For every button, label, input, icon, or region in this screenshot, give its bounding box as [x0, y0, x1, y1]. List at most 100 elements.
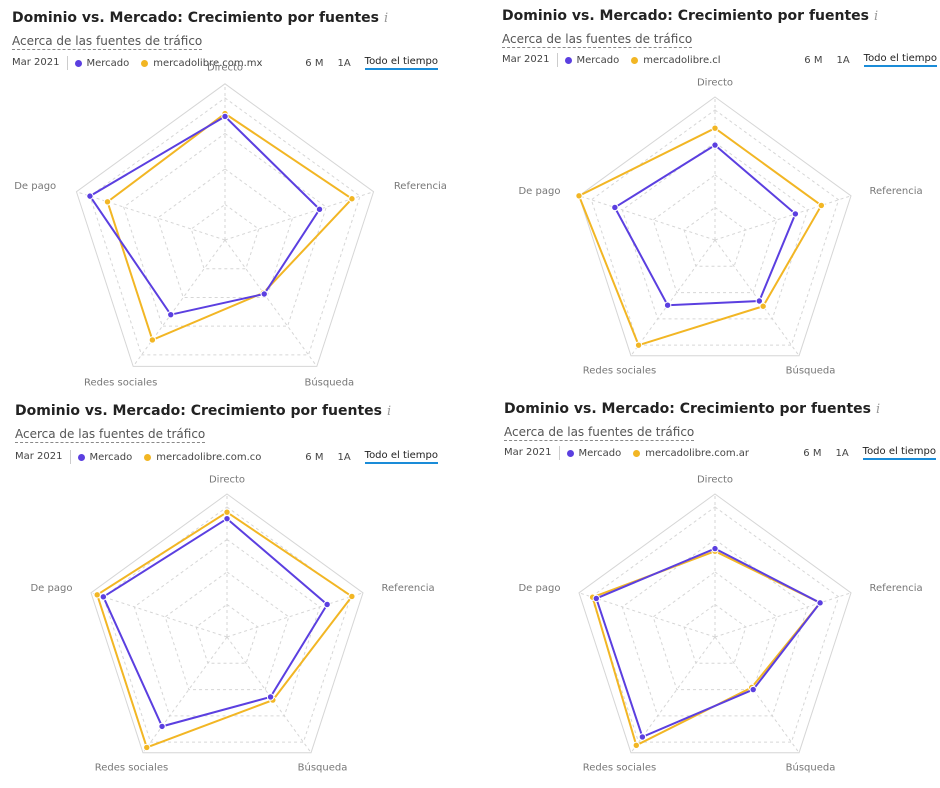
range-1a[interactable]: 1A — [337, 451, 351, 463]
grid-ring — [133, 538, 321, 717]
series-mercado-point — [592, 594, 601, 603]
series-domain-point — [348, 592, 356, 601]
grid-ring — [590, 109, 840, 346]
panel-2: Dominio vs. Mercado: Crecimiento por fue… — [490, 0, 940, 390]
legend-label: Mercado — [89, 451, 133, 463]
legend-row: Mar 2021 Mercado mercadolibre.com.co — [15, 450, 273, 464]
axis-label: Redes sociales — [583, 365, 656, 376]
legend-dot-domain — [141, 59, 149, 67]
legend-domain[interactable]: mercadolibre.cl — [631, 54, 721, 66]
panel-title: Dominio vs. Mercado: Crecimiento por fue… — [15, 403, 391, 419]
axis-label: Búsqueda — [786, 364, 836, 376]
series-domain-line — [95, 511, 354, 749]
radar-chart: Directo Referencia Búsqueda Redes sociales D… — [30, 475, 434, 774]
axis-label: Redes sociales — [84, 378, 157, 389]
grid-spoke — [224, 191, 374, 241]
series-domain-point — [634, 341, 643, 349]
legend-dot-mercado — [564, 56, 572, 64]
axis-label: Directo — [697, 475, 733, 486]
series-domain-point — [223, 508, 231, 516]
range-6m[interactable]: 6 M — [804, 54, 823, 66]
legend-mercado[interactable]: Mercado — [77, 451, 133, 463]
grid-ring — [683, 206, 747, 267]
title-text: Dominio vs. Mercado: Crecimiento por fue… — [15, 403, 382, 419]
range-selector: 6 M 1A Todo el tiempo — [790, 53, 937, 67]
info-icon[interactable]: i — [384, 11, 389, 26]
series-domain-point — [348, 195, 356, 203]
series-mercado-line — [595, 547, 822, 739]
range-1a[interactable]: 1A — [835, 447, 849, 459]
legend-dot-domain — [144, 453, 152, 461]
range-selector: 6 M 1A Todo el tiempo — [291, 450, 438, 464]
series-mercado-point — [791, 210, 800, 218]
legend-label: mercadolibre.com.ar — [645, 447, 750, 459]
title-text: Dominio vs. Mercado: Crecimiento por fue… — [502, 8, 869, 24]
panel-title: Dominio vs. Mercado: Crecimiento por fue… — [12, 10, 388, 26]
series-mercado-point — [663, 301, 672, 309]
series-mercado-point — [611, 203, 619, 212]
range-6m[interactable]: 6 M — [803, 447, 822, 459]
axis-label: De pago — [518, 583, 560, 594]
legend-domain[interactable]: mercadolibre.com.mx — [141, 58, 262, 69]
grid-ring — [195, 603, 259, 664]
range-all-time[interactable]: Todo el tiempo — [364, 56, 438, 70]
date-label: Mar 2021 — [504, 446, 560, 460]
panel-1: Dominio vs. Mercado: Crecimiento por fue… — [0, 0, 460, 390]
legend-mercado[interactable]: Mercado — [74, 58, 129, 69]
series-domain-point — [817, 201, 826, 210]
info-icon[interactable]: i — [874, 9, 879, 24]
traffic-sources-link[interactable]: Acerca de las fuentes de tráfico — [504, 425, 695, 441]
range-6m[interactable]: 6 M — [305, 451, 324, 463]
axis-label: Búsqueda — [298, 761, 348, 773]
grid-ring — [652, 174, 778, 294]
date-label: Mar 2021 — [12, 56, 68, 70]
series-domain-line — [577, 127, 823, 347]
grid-ring — [190, 203, 260, 270]
legend-dot-mercado — [566, 449, 574, 457]
legend-row: Mar 2021 Mercado mercadolibre.cl — [502, 53, 733, 67]
legend-domain[interactable]: mercadolibre.com.co — [144, 452, 261, 463]
series-domain-point — [759, 302, 767, 310]
radar-chart: Directo Referencia Búsqueda Redes sociales D… — [14, 63, 447, 389]
range-1a[interactable]: 1A — [836, 54, 850, 66]
info-icon[interactable]: i — [876, 402, 881, 417]
legend-label: mercadolibre.cl — [643, 54, 721, 66]
axis-label: Redes sociales — [583, 762, 656, 773]
traffic-sources-link[interactable]: Acerca de las fuentes de tráfico — [15, 427, 206, 443]
series-mercado-point — [711, 141, 719, 149]
grid-ring — [123, 132, 327, 327]
range-6m[interactable]: 6 M — [305, 57, 324, 69]
series-mercado-point — [755, 297, 764, 305]
panel-title: Dominio vs. Mercado: Crecimiento por fue… — [504, 401, 880, 417]
series-domain-point — [93, 591, 101, 599]
legend-dot-mercado — [77, 453, 85, 461]
range-selector: 6 M 1A Todo el tiempo — [789, 446, 936, 460]
info-icon[interactable]: i — [387, 404, 392, 419]
range-1a[interactable]: 1A — [337, 57, 351, 69]
legend-mercado[interactable]: Mercado — [566, 448, 621, 459]
series-mercado-line — [102, 517, 329, 728]
grid-ring — [652, 571, 778, 691]
grid-ring — [89, 97, 361, 356]
grid-outer-ring — [578, 96, 852, 357]
legend-mercado[interactable]: Mercado — [564, 55, 619, 66]
range-all-time[interactable]: Todo el tiempo — [862, 446, 936, 460]
legend-domain[interactable]: mercadolibre.com.ar — [633, 448, 749, 459]
grid-spoke — [226, 592, 364, 638]
grid-spoke — [76, 191, 226, 241]
title-text: Dominio vs. Mercado: Crecimiento por fue… — [12, 10, 379, 26]
traffic-sources-link[interactable]: Acerca de las fuentes de tráfico — [12, 34, 203, 50]
series-mercado-point — [260, 290, 268, 298]
series-mercado-line — [613, 143, 797, 307]
traffic-sources-link[interactable]: Acerca de las fuentes de tráfico — [502, 32, 693, 48]
range-all-time[interactable]: Todo el tiempo — [863, 53, 937, 67]
axis-label: Directo — [697, 78, 733, 89]
legend-dot-domain — [631, 56, 639, 64]
axis-label: De pago — [14, 181, 56, 192]
panel-3: Dominio vs. Mercado: Crecimiento por fue… — [0, 395, 460, 785]
axis-label: Directo — [207, 63, 243, 74]
series-domain-point — [632, 741, 640, 750]
range-all-time[interactable]: Todo el tiempo — [364, 450, 438, 464]
series-mercado-point — [158, 722, 166, 731]
grid-ring — [590, 506, 840, 743]
